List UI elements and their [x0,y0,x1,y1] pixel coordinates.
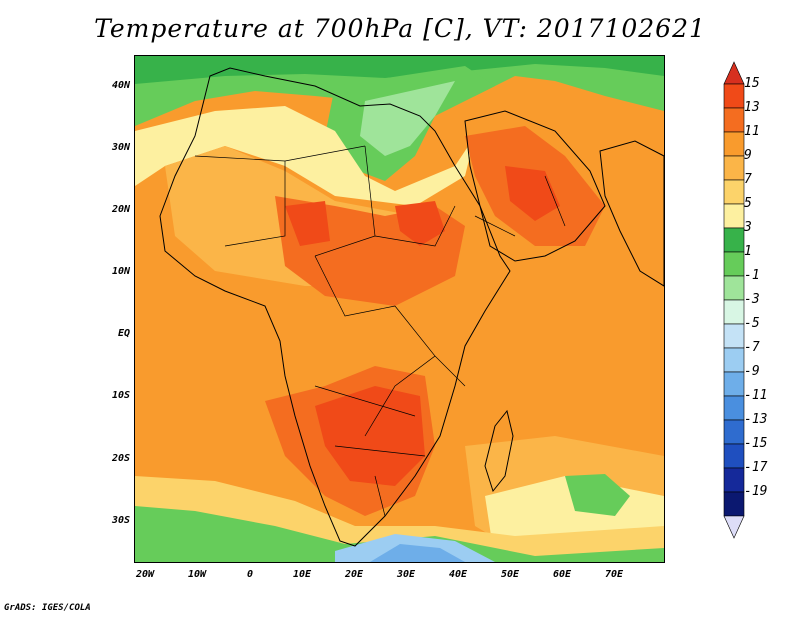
country-borders [194,145,566,517]
lat-label-30s: 30S [111,515,130,526]
colorbar-label: 15 [744,76,760,91]
colorbar-top-arrow [723,61,745,85]
map-canvas [135,56,664,562]
colorbar [723,61,745,539]
colorbar-segment [723,299,745,325]
colorbar-segment [723,179,745,205]
lon-label-30e: 30E [396,569,416,580]
madagascar-coastline [484,409,514,493]
niger-hottest [285,201,330,246]
colorbar-segment [723,491,745,517]
colorbar-label: -7 [744,340,760,355]
colorbar-segment [723,251,745,277]
lon-label-0: 0 [246,569,254,580]
colorbar-label: 5 [744,196,752,211]
lat-label-40n: 40N [111,80,130,91]
colorbar-label: -5 [744,316,760,331]
indian-ocean-cool-patch [565,474,630,516]
lat-label-30n: 30N [111,142,130,153]
lon-label-10e: 10E [292,569,312,580]
colorbar-segment [723,155,745,181]
lon-label-20e: 20E [344,569,364,580]
lat-label-20s: 20S [111,453,130,464]
india-coastline [599,140,664,287]
colorbar-label: -19 [744,484,768,499]
colorbar-segment [723,323,745,349]
colorbar-bottom-arrow [723,515,745,539]
colorbar-label: -3 [744,292,760,307]
colorbar-label: -1 [744,268,760,283]
levant-light-core [360,81,455,156]
sudan-hottest [395,201,445,246]
lat-label-eq: EQ [117,328,130,339]
colorbar-segment [723,83,745,109]
sahara-pale-band [135,106,475,206]
south-coldest-core [370,544,465,562]
colorbar-segment [723,443,745,469]
lon-label-70e: 70E [604,569,624,580]
lon-label-50e: 50E [500,569,520,580]
north-cool-band-dark [135,56,664,84]
colorbar-segment [723,203,745,229]
colorbar-segment [723,227,745,253]
arabia-coastline [464,110,606,262]
lat-label-10n: 10N [111,266,130,277]
temperature-map [134,55,665,563]
colorbar-segment [723,131,745,157]
colorbar-segment [723,107,745,133]
lon-label-60e: 60E [552,569,572,580]
colorbar-label: 1 [744,244,752,259]
colorbar-label: 13 [744,100,760,115]
africa-coastline [159,67,511,547]
colorbar-segment [723,371,745,397]
colorbar-label: 3 [744,220,752,235]
colorbar-label: -17 [744,460,768,475]
lat-label-20n: 20N [111,204,130,215]
map-title: Temperature at 700hPa [C], VT: 201710262… [94,14,706,43]
colorbar-label: 7 [744,172,752,187]
software-credit: GrADS: IGES/COLA [4,603,91,613]
south-cool-band [135,506,664,562]
colorbar-label: -9 [744,364,760,379]
lon-label-10w: 10W [187,569,207,580]
colorbar-label: 11 [744,124,760,139]
lat-label-10s: 10S [111,390,130,401]
lon-label-40e: 40E [448,569,468,580]
colorbar-segment [723,275,745,301]
colorbar-segment [723,419,745,445]
colorbar-label: -15 [744,436,768,451]
colorbar-segment [723,467,745,493]
colorbar-label: -13 [744,412,768,427]
colorbar-segment [723,347,745,373]
colorbar-label: 9 [744,148,752,163]
colorbar-label: -11 [744,388,768,403]
lon-label-20w: 20W [135,569,155,580]
colorbar-segment [723,395,745,421]
